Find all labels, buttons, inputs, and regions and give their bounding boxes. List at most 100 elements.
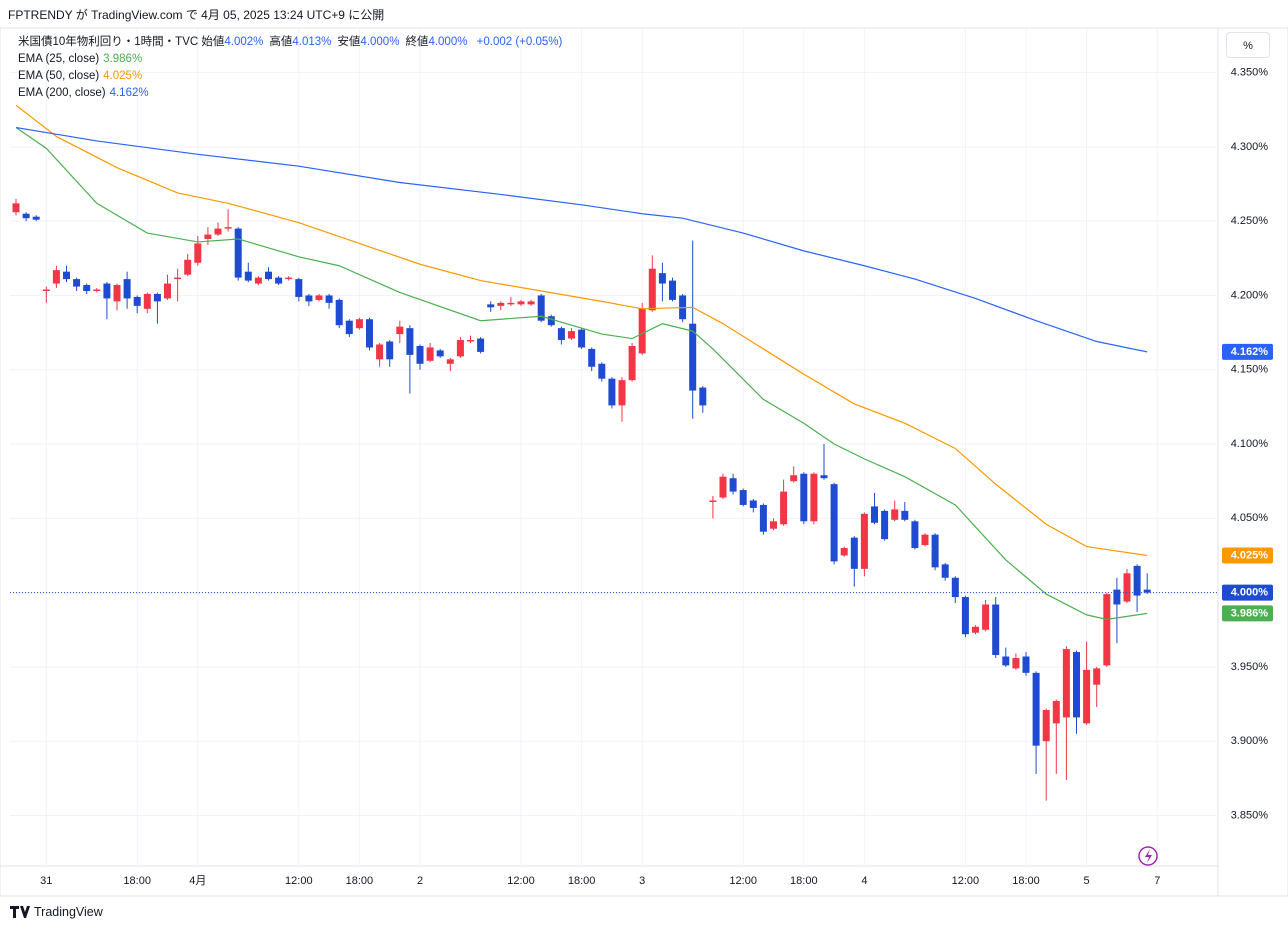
price-label-box [1222, 605, 1273, 622]
grid [10, 28, 1218, 866]
x-tick-label: 7 [1154, 875, 1160, 887]
candle-body [648, 268, 656, 311]
candle-body [749, 500, 757, 508]
candle-body [1002, 656, 1010, 666]
candle-body [699, 387, 707, 406]
candle-body [820, 475, 828, 479]
candle-body [477, 338, 485, 352]
candle-body [1093, 668, 1101, 685]
candle-body [1042, 709, 1050, 742]
price-label: 4.162% [1231, 346, 1269, 358]
candle-body [759, 504, 767, 532]
candle-body [153, 293, 161, 302]
change: +0.002 (+0.05%) [476, 36, 563, 48]
legend-value: 4.162% [109, 87, 149, 99]
candle-body [1083, 669, 1091, 724]
candle-body [113, 285, 121, 302]
ema-line [15, 126, 1148, 353]
candle-body [12, 203, 20, 213]
y-tick-label: 4.200% [1231, 289, 1269, 301]
y-tick-label: 3.950% [1231, 661, 1269, 673]
candle-body [517, 301, 525, 305]
candle-body [557, 328, 565, 341]
candle-body [32, 216, 40, 220]
ema-line [15, 127, 1148, 620]
candle-body [325, 295, 333, 303]
candle-body [972, 626, 979, 633]
legend-item: EMA (50, close) 4.025% [18, 68, 562, 85]
legend-name: EMA (50, close) [18, 70, 100, 82]
candle-body [224, 227, 232, 229]
x-tick-label: 31 [40, 875, 52, 887]
ohlc: 始値4.002% 高値4.013% 安値4.000% 終値4.000% [201, 36, 473, 48]
brand-logo [10, 906, 30, 918]
candle-body [254, 277, 262, 284]
brand: TradingView [10, 905, 103, 919]
candle-body [386, 341, 394, 360]
candle-body [305, 295, 313, 302]
last-price-box [1222, 584, 1273, 601]
candle-body [396, 326, 404, 335]
candle-body [941, 564, 949, 578]
candle-body [921, 534, 929, 546]
price-label: 4.025% [1231, 549, 1269, 561]
x-tick-label: 18:00 [790, 875, 818, 887]
ohlc-value: 4.013% [292, 36, 332, 48]
ohlc-label: 高値 [269, 36, 293, 48]
candle-body [285, 277, 293, 280]
candle-body [982, 604, 990, 630]
candle-body [63, 271, 70, 280]
candle-body [709, 500, 717, 502]
y-tick-label: 4.350% [1231, 66, 1269, 78]
y-tick-label: 4.100% [1231, 438, 1269, 450]
candle-body [1062, 649, 1070, 718]
candle-body [426, 347, 434, 361]
candle-body [911, 521, 919, 549]
candle-body [1012, 657, 1020, 669]
legend-name: EMA (25, close) [18, 53, 100, 65]
legend-item: EMA (200, close) 4.162% [18, 85, 562, 102]
flash-icon[interactable] [1138, 846, 1158, 866]
candle-body [1133, 565, 1141, 596]
candle-body [467, 340, 474, 342]
price-label: 3.986% [1231, 607, 1269, 619]
unit-button[interactable]: % [1226, 32, 1270, 58]
candle-body [244, 271, 252, 281]
candle-body [719, 476, 727, 498]
x-tick-label: 5 [1084, 875, 1090, 887]
candle-body [143, 293, 151, 309]
candle-body [578, 329, 586, 348]
x-tick-label: 3 [639, 875, 645, 887]
candle-body [366, 319, 373, 348]
candle-body [608, 378, 616, 406]
candle-body [194, 243, 202, 263]
ohlc-label: 終値 [405, 36, 429, 48]
candle-body [103, 283, 111, 299]
candle-body [527, 301, 535, 305]
candle-body [628, 345, 636, 381]
candle-body [547, 316, 555, 326]
x-tick-label: 4月 [189, 875, 206, 887]
candle-body [1143, 589, 1151, 593]
candle-body [568, 331, 575, 339]
candle-body [780, 491, 788, 525]
candle-body [1032, 672, 1040, 746]
x-tick-label: 4 [861, 875, 867, 887]
price-label-box [1222, 547, 1273, 564]
legend-value: 4.025% [103, 70, 143, 82]
ohlc-value: 4.002% [224, 36, 264, 48]
candle-body [961, 597, 969, 635]
candle-body [770, 521, 777, 529]
candle-body [881, 510, 889, 540]
candle-body [1052, 701, 1060, 724]
y-tick-label: 3.850% [1231, 809, 1269, 821]
candle-body [406, 328, 414, 355]
ohlc-label: 始値 [201, 36, 225, 48]
candle-body [133, 296, 141, 306]
candle-body [487, 304, 495, 308]
ohlc-value: 4.000% [360, 36, 400, 48]
candle-body [355, 319, 363, 329]
candle-body [537, 295, 545, 321]
